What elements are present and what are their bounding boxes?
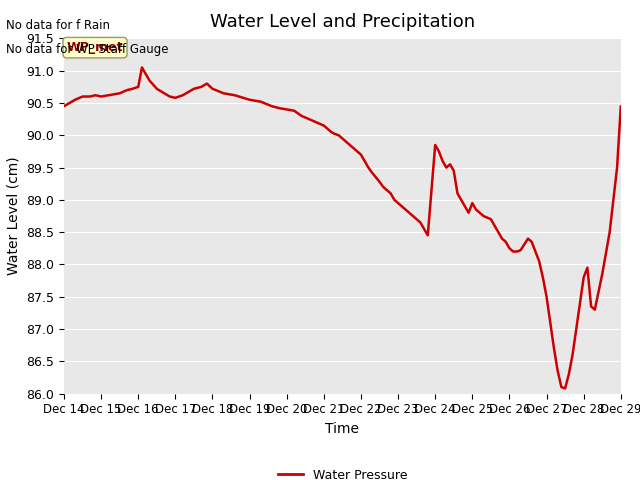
Y-axis label: Water Level (cm): Water Level (cm) (7, 156, 20, 276)
Legend: Water Pressure: Water Pressure (273, 464, 412, 480)
Title: Water Level and Precipitation: Water Level and Precipitation (210, 13, 475, 31)
Text: No data for WP Staff Gauge: No data for WP Staff Gauge (6, 43, 169, 56)
Text: WP_met: WP_met (67, 41, 124, 54)
X-axis label: Time: Time (325, 422, 360, 436)
Text: No data for f Rain: No data for f Rain (6, 19, 111, 32)
